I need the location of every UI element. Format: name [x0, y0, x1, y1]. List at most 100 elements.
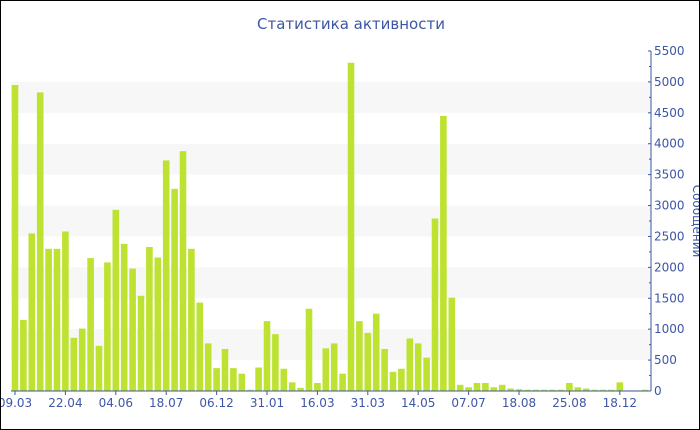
x-tick-label: 31.03: [351, 396, 385, 410]
bar: [465, 387, 472, 391]
grid-band: [11, 205, 651, 237]
bar: [129, 268, 136, 391]
bar: [456, 384, 464, 391]
bar: [104, 262, 111, 391]
x-tick-label: 06.12: [199, 396, 233, 410]
bar: [574, 387, 582, 391]
bar: [330, 343, 338, 391]
bar: [440, 115, 447, 391]
bar: [246, 389, 254, 391]
bar: [280, 368, 288, 391]
bar: [78, 328, 86, 391]
bar: [230, 368, 237, 391]
x-tick-label: 04.06: [99, 396, 133, 410]
y-tick-label: 5000: [654, 75, 685, 89]
bar: [62, 231, 69, 391]
bar: [406, 338, 414, 391]
bar: [616, 382, 624, 391]
bar: [398, 368, 405, 391]
bar: [515, 389, 523, 391]
x-tick-label: 14.05: [401, 396, 435, 410]
bar: [582, 388, 590, 391]
bar: [288, 382, 296, 391]
bar: [255, 367, 262, 391]
bar: [566, 382, 573, 391]
y-tick-label: 1000: [654, 322, 685, 336]
bar: [305, 308, 313, 391]
bar: [263, 321, 271, 391]
y-tick-label: 3500: [654, 168, 685, 182]
bar: [213, 368, 220, 391]
bar: [364, 332, 372, 391]
y-tick-label: 500: [654, 353, 677, 367]
x-tick-label: 09.03: [1, 396, 32, 410]
bar: [599, 389, 607, 391]
x-tick-label: 22.04: [48, 396, 82, 410]
bar: [524, 389, 531, 391]
x-tick-label: 07.07: [451, 396, 485, 410]
bar: [20, 319, 27, 391]
bar: [423, 357, 430, 391]
bar: [339, 373, 346, 391]
bar: [641, 389, 649, 391]
bar: [154, 257, 162, 391]
y-tick-label: 3000: [654, 199, 685, 213]
bar: [45, 248, 52, 391]
x-tick-label: 18.12: [603, 396, 637, 410]
bar: [490, 387, 498, 391]
bar: [608, 389, 615, 391]
y-tick-label: 2500: [654, 229, 685, 243]
y-tick-label: 2000: [654, 260, 685, 274]
x-tick-label: 16.03: [300, 396, 334, 410]
bar: [381, 348, 388, 391]
bar: [414, 343, 422, 391]
x-tick-label: 25.08: [552, 396, 586, 410]
bar: [498, 384, 506, 391]
bar: [431, 218, 439, 391]
bar: [591, 389, 598, 391]
bar: [347, 62, 355, 391]
x-tick-label: 31.01: [250, 396, 284, 410]
bar: [473, 382, 481, 391]
y-tick-label: 5500: [654, 44, 685, 58]
bar: [112, 209, 120, 391]
bar: [146, 246, 153, 391]
bar: [53, 248, 61, 391]
bar: [314, 382, 321, 391]
grid-band: [11, 143, 651, 175]
bar: [322, 348, 330, 391]
bar: [188, 248, 195, 391]
bar: [448, 297, 456, 391]
x-tick-label: 18.07: [149, 396, 183, 410]
bar: [356, 321, 363, 391]
bar: [162, 160, 170, 391]
chart-title: Статистика активности: [257, 15, 445, 33]
bar: [540, 389, 548, 391]
bar: [507, 388, 514, 391]
y-tick-label: 4500: [654, 106, 685, 120]
bar: [36, 92, 44, 391]
y-tick-label: 1500: [654, 291, 685, 305]
bar: [179, 151, 187, 391]
bar: [137, 295, 145, 391]
bar: [204, 343, 212, 391]
bar: [557, 389, 565, 391]
x-tick-label: 18.08: [502, 396, 536, 410]
bar: [28, 233, 36, 391]
bar: [372, 313, 380, 391]
bar: [196, 302, 204, 391]
bar: [482, 382, 489, 391]
bar: [532, 389, 540, 391]
y-axis-label: Сообщений: [690, 185, 700, 258]
bar: [95, 345, 103, 391]
grid-band: [11, 81, 651, 113]
bar: [120, 243, 128, 391]
bar: [297, 387, 304, 391]
bar: [272, 334, 279, 391]
bar: [171, 188, 178, 391]
bar: [70, 337, 78, 391]
bar: [11, 85, 19, 391]
bar: [221, 348, 229, 391]
